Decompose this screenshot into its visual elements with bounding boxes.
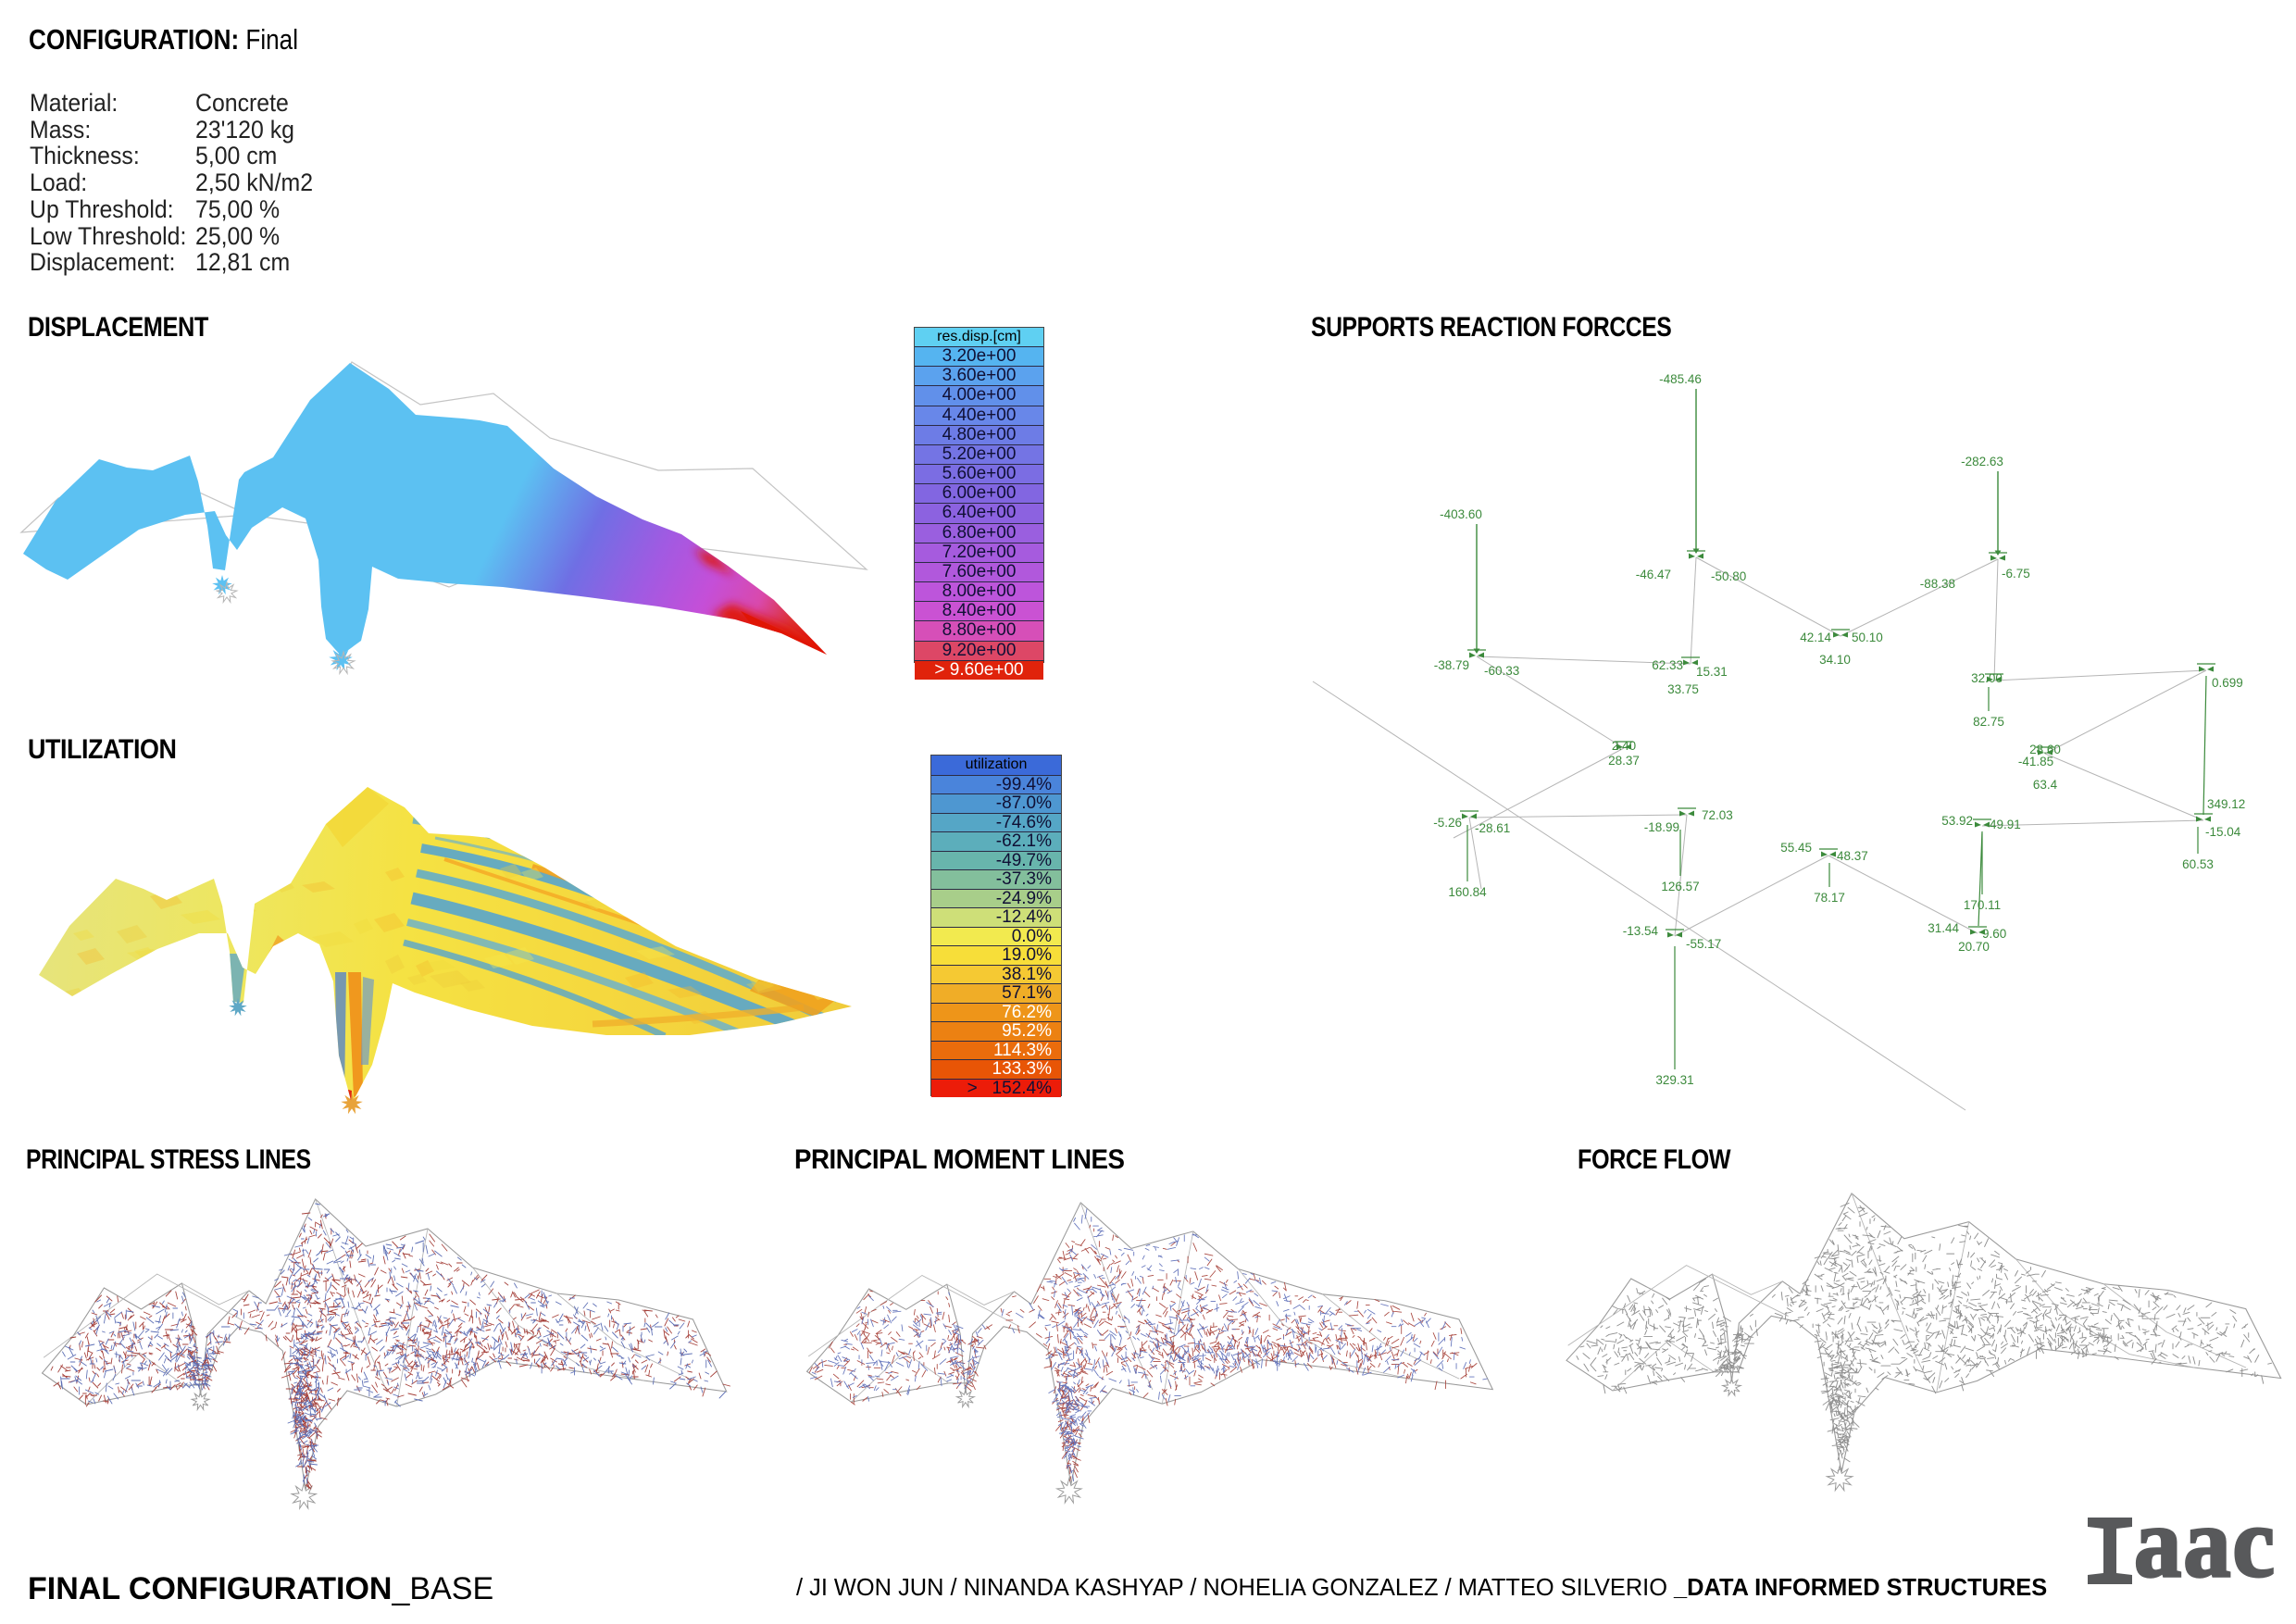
svg-text:2.40: 2.40 <box>1612 739 1636 753</box>
svg-text:55.45: 55.45 <box>1780 841 1812 855</box>
svg-text:170.11: 170.11 <box>1964 898 2001 912</box>
svg-text:aac: aac <box>2134 1515 2277 1598</box>
svg-text:63.4: 63.4 <box>2033 778 2058 792</box>
svg-text:50.10: 50.10 <box>1852 631 1883 644</box>
svg-text:-5.26: -5.26 <box>1433 816 1462 830</box>
svg-text:60.53: 60.53 <box>2182 857 2214 871</box>
svg-text:-6.75: -6.75 <box>2002 567 2030 581</box>
svg-text:31.44: 31.44 <box>1928 921 1959 935</box>
svg-text:53.92: 53.92 <box>1941 814 1973 828</box>
svg-text:-13.54: -13.54 <box>1623 924 1659 938</box>
svg-text:34.10: 34.10 <box>1819 653 1851 667</box>
svg-text:349.12: 349.12 <box>2207 797 2245 811</box>
svg-text:49.91: 49.91 <box>1990 818 2021 831</box>
svg-text:28.60: 28.60 <box>2029 743 2061 756</box>
svg-text:-282.63: -282.63 <box>1961 455 2003 468</box>
svg-text:-485.46: -485.46 <box>1659 372 1702 386</box>
svg-text:-50.80: -50.80 <box>1711 569 1746 583</box>
svg-text:-46.47: -46.47 <box>1636 568 1671 581</box>
svg-text:62.33: 62.33 <box>1652 658 1683 672</box>
svg-text:-38.79: -38.79 <box>1434 658 1469 672</box>
svg-text:-88.38: -88.38 <box>1920 577 1955 591</box>
svg-text:0.699: 0.699 <box>2212 676 2243 690</box>
svg-text:160.84: 160.84 <box>1448 885 1487 899</box>
svg-text:329.31: 329.31 <box>1655 1073 1693 1087</box>
svg-text:-60.33: -60.33 <box>1484 664 1519 678</box>
svg-text:33.75: 33.75 <box>1667 682 1699 696</box>
svg-text:32.00: 32.00 <box>1971 671 2003 685</box>
svg-text:82.75: 82.75 <box>1973 715 2004 729</box>
svg-text:-55.17: -55.17 <box>1686 937 1721 951</box>
svg-text:15.31: 15.31 <box>1696 665 1728 679</box>
svg-text:28.37: 28.37 <box>1608 754 1640 768</box>
svg-text:-15.04: -15.04 <box>2205 825 2241 839</box>
svg-text:-403.60: -403.60 <box>1440 507 1482 521</box>
svg-text:78.17: 78.17 <box>1814 891 1845 905</box>
svg-text:20.70: 20.70 <box>1958 940 1990 954</box>
svg-text:-28.61: -28.61 <box>1475 821 1510 835</box>
svg-text:9.60: 9.60 <box>1982 927 2006 941</box>
svg-text:126.57: 126.57 <box>1661 880 1699 893</box>
svg-text:72.03: 72.03 <box>1702 808 1733 822</box>
svg-text:-18.99: -18.99 <box>1644 820 1679 834</box>
svg-text:48.37: 48.37 <box>1837 849 1868 863</box>
svg-text:42.14: 42.14 <box>1800 631 1831 644</box>
svg-text:-41.85: -41.85 <box>2018 755 2053 768</box>
